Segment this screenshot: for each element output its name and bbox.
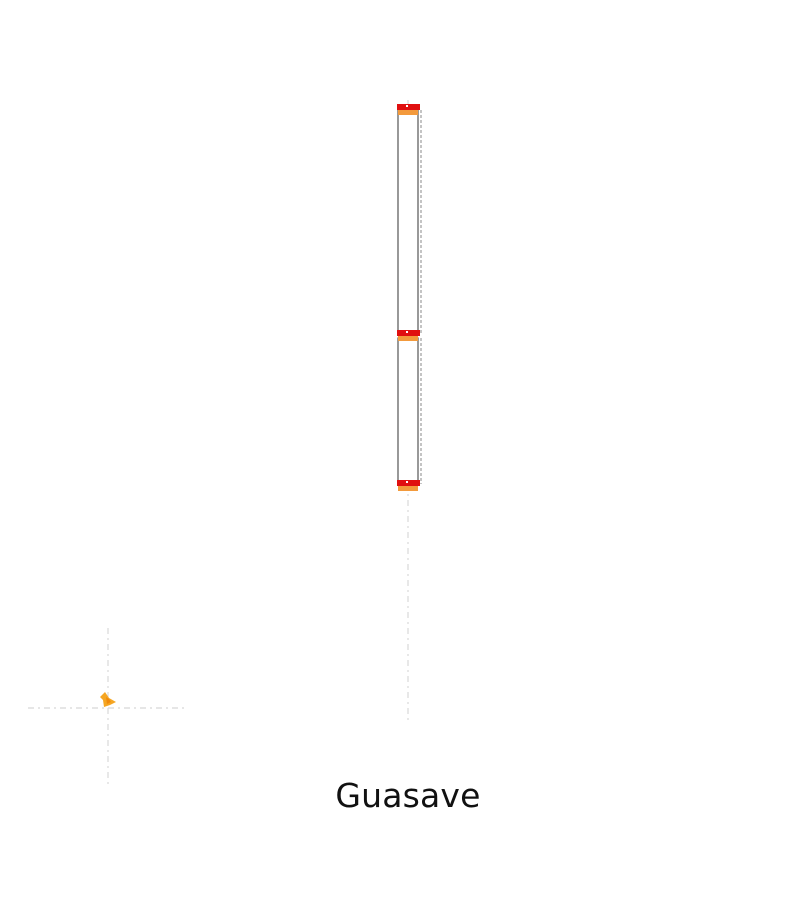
road-node-top[interactable] xyxy=(397,104,420,115)
location-marker-icon[interactable] xyxy=(100,692,116,707)
road-node-bottom[interactable] xyxy=(397,480,420,491)
place-label: Guasave xyxy=(335,776,481,815)
road-segment-upper[interactable] xyxy=(397,107,422,335)
road-node-middle[interactable] xyxy=(397,330,420,341)
road-segment-lower[interactable] xyxy=(397,337,422,485)
